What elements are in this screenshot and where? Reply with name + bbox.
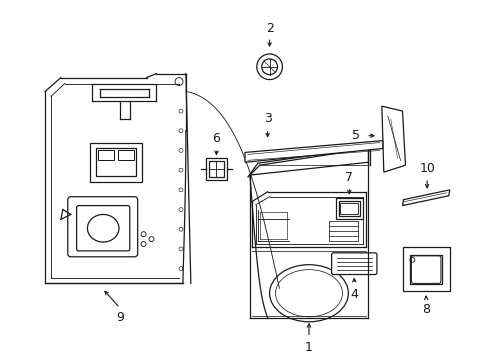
Polygon shape xyxy=(244,141,382,162)
Text: 1: 1 xyxy=(305,341,312,354)
Text: 5: 5 xyxy=(351,129,360,142)
Bar xyxy=(338,201,360,216)
Text: 4: 4 xyxy=(349,288,358,301)
Bar xyxy=(402,247,449,291)
Bar xyxy=(340,203,358,215)
Bar xyxy=(335,198,363,219)
Text: 8: 8 xyxy=(421,303,429,316)
Bar xyxy=(98,150,114,160)
Text: 9: 9 xyxy=(116,311,123,324)
Bar xyxy=(96,148,136,176)
Text: 7: 7 xyxy=(345,171,353,184)
Text: 2: 2 xyxy=(265,22,273,35)
Polygon shape xyxy=(402,190,449,206)
Bar xyxy=(90,143,142,182)
Text: 10: 10 xyxy=(418,162,434,175)
Bar xyxy=(409,255,441,284)
Bar xyxy=(118,150,133,160)
FancyBboxPatch shape xyxy=(331,253,376,275)
Bar xyxy=(205,158,227,180)
Bar xyxy=(208,161,224,177)
Text: 3: 3 xyxy=(263,112,271,125)
Polygon shape xyxy=(381,106,405,172)
Text: 6: 6 xyxy=(212,132,220,145)
